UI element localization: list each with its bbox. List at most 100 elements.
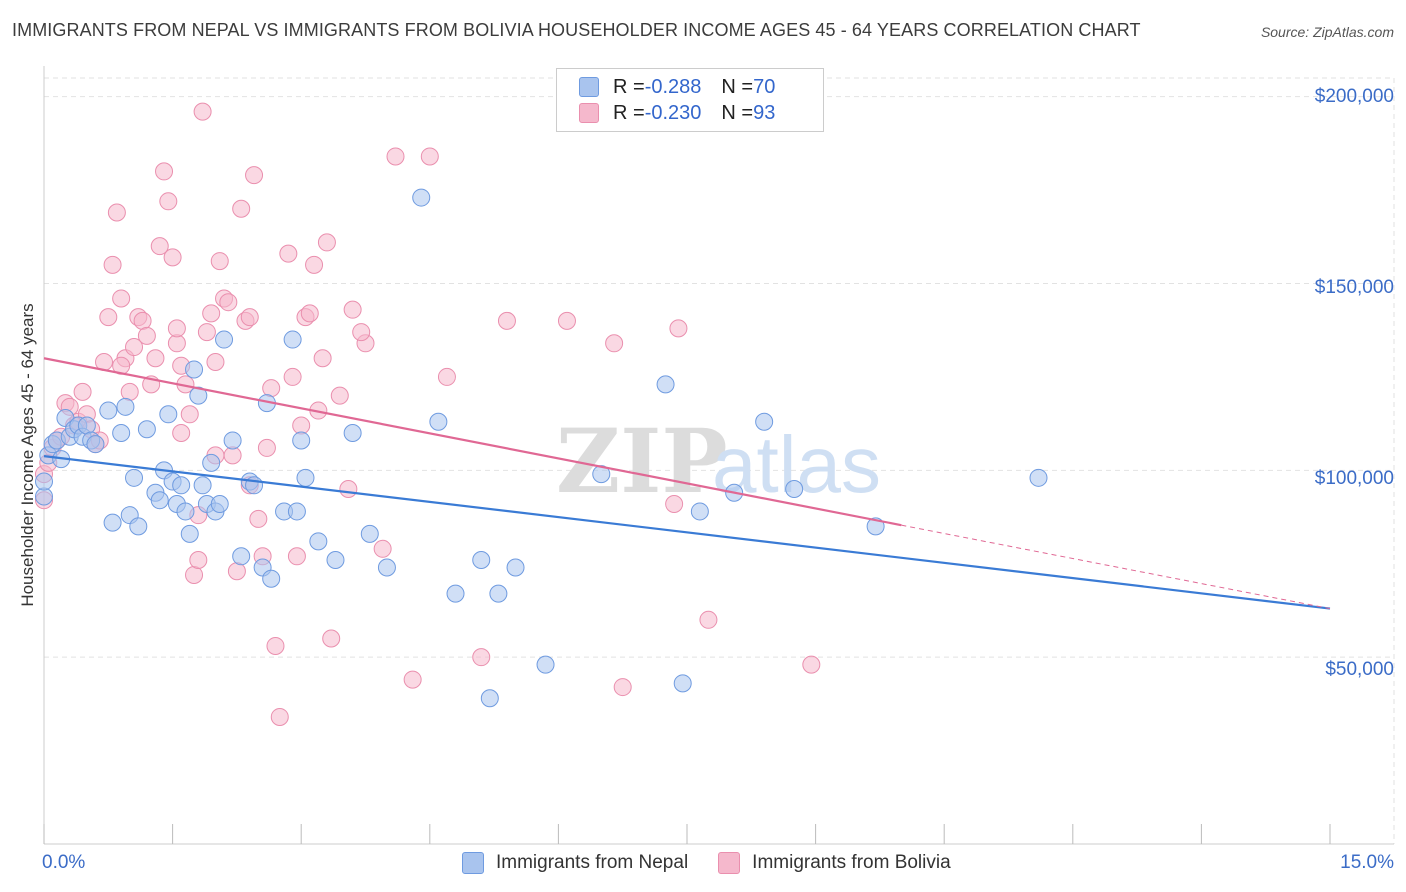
legend-row-nepal: R = -0.288 N = 70 [579, 76, 775, 98]
nepal-point [176, 502, 195, 521]
bolivia-point [249, 509, 268, 528]
bolivia-point [150, 237, 169, 256]
bolivia-point [262, 379, 281, 398]
bolivia-r-value: -0.230 [644, 101, 702, 124]
nepal-point [506, 558, 525, 577]
bolivia-point [669, 319, 688, 338]
x-tick-label-max: 15.0% [1340, 852, 1394, 873]
bolivia-point [137, 326, 156, 345]
nepal-point [755, 412, 774, 431]
nepal-point [116, 397, 135, 416]
bolivia-point [202, 304, 221, 323]
bolivia-point [206, 352, 225, 371]
bolivia-point [373, 539, 392, 558]
nepal-point [343, 423, 362, 442]
nepal-point [412, 188, 431, 207]
bolivia-point [339, 480, 358, 499]
bolivia-point [125, 338, 144, 357]
nepal-point [202, 453, 221, 472]
nepal-point [656, 375, 675, 394]
nepal-point [673, 674, 692, 693]
bolivia-point [352, 323, 371, 342]
nepal-point [309, 532, 328, 551]
nepal-n-value: 70 [753, 75, 776, 98]
bolivia-point [210, 252, 229, 271]
bolivia-point [322, 629, 341, 648]
bolivia-point [330, 386, 349, 405]
nepal-point [296, 468, 315, 487]
nepal-point [150, 491, 169, 510]
nepal-point [377, 558, 396, 577]
bolivia-trend-extension [901, 524, 1331, 610]
bolivia-point [343, 300, 362, 319]
bolivia-legend-swatch [718, 852, 741, 874]
bolivia-point [232, 199, 251, 218]
y-tick-label: $50,000 [1325, 659, 1394, 680]
bolivia-point [245, 166, 264, 185]
nepal-point [185, 360, 204, 379]
bolivia-point [185, 565, 204, 584]
nepal-point [489, 584, 508, 603]
bolivia-r-label: R = [613, 101, 645, 124]
nepal-point [112, 423, 131, 442]
series-legend: Immigrants from Nepal Immigrants from Bo… [462, 852, 981, 874]
bolivia-point [155, 162, 174, 181]
bolivia-point [73, 382, 92, 401]
nepal-point [35, 472, 53, 491]
bolivia-point [665, 494, 684, 513]
bolivia-point [420, 147, 439, 166]
nepal-point [536, 655, 555, 674]
nepal-point [446, 584, 465, 603]
bolivia-point [107, 203, 126, 222]
nepal-point [189, 386, 208, 405]
bolivia-point [197, 323, 216, 342]
bolivia-point [146, 349, 165, 368]
nepal-point [232, 547, 251, 566]
y-tick-label: $200,000 [1314, 86, 1394, 107]
bolivia-point [305, 255, 324, 274]
legend-item-bolivia: Immigrants from Bolivia [718, 852, 951, 874]
bolivia-point [133, 311, 152, 330]
source-label: Source: ZipAtlas.com [1260, 24, 1394, 40]
y-tick-label: $150,000 [1314, 277, 1394, 298]
nepal-point [86, 435, 105, 454]
nepal-point [283, 330, 302, 349]
nepal-point [125, 468, 144, 487]
bolivia-point [802, 655, 821, 674]
nepal-point [429, 412, 448, 431]
bolivia-n-label: N = [721, 101, 754, 124]
nepal-point [193, 476, 212, 495]
bolivia-swatch [579, 103, 599, 123]
nepal-point [103, 513, 122, 532]
bolivia-point [163, 248, 182, 267]
nepal-point [215, 330, 234, 349]
bolivia-point [699, 610, 718, 629]
nepal-swatch [579, 77, 599, 97]
bolivia-point [240, 308, 259, 327]
nepal-point [690, 502, 709, 521]
bolivia-point [257, 438, 276, 457]
y-axis-label: Householder Income Ages 45 - 64 years [18, 303, 37, 607]
bolivia-point [219, 293, 238, 312]
bolivia-point [112, 289, 131, 308]
bolivia-point [386, 147, 405, 166]
bolivia-point [279, 244, 298, 263]
bolivia-trend-line [43, 357, 902, 527]
nepal-trend-line [43, 455, 1331, 610]
nepal-point [785, 480, 804, 499]
legend-item-nepal: Immigrants from Nepal [462, 852, 688, 874]
correlation-legend: R = -0.288 N = 70 R = -0.230 N = 93 [556, 68, 824, 132]
bolivia-point [120, 382, 139, 401]
nepal-point [287, 502, 306, 521]
bolivia-point [167, 319, 186, 338]
bolivia-point [437, 367, 456, 386]
bolivia-point [159, 192, 178, 211]
nepal-point [129, 517, 148, 536]
bolivia-point [613, 678, 632, 697]
nepal-r-label: R = [613, 75, 645, 98]
nepal-point [159, 405, 178, 424]
bolivia-point [227, 562, 246, 581]
y-tick-label: $100,000 [1314, 468, 1394, 489]
nepal-point [866, 517, 885, 536]
nepal-point [292, 431, 311, 450]
